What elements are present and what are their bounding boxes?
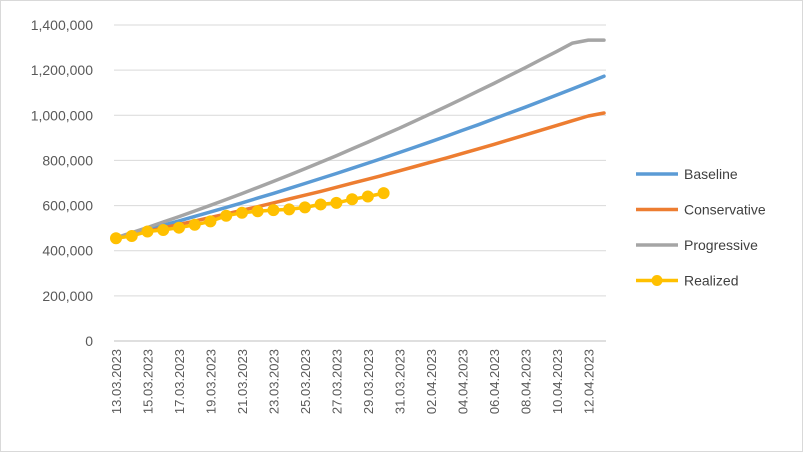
- x-tick-label: 21.03.2023: [235, 349, 250, 414]
- legend-label-progressive: Progressive: [684, 237, 758, 253]
- data-point-realized: [251, 205, 264, 218]
- data-point-realized: [125, 230, 138, 243]
- data-point-realized: [172, 221, 185, 234]
- series-group: [110, 38, 606, 245]
- data-point-realized: [267, 204, 280, 217]
- y-tick-label: 1,000,000: [31, 107, 93, 123]
- data-point-realized: [283, 203, 296, 216]
- x-tick-label: 04.04.2023: [455, 349, 470, 414]
- data-point-realized: [110, 232, 122, 245]
- x-tick-label: 08.04.2023: [518, 349, 533, 414]
- data-point-realized: [361, 190, 374, 203]
- x-tick-label: 23.03.2023: [266, 349, 281, 414]
- data-point-realized: [235, 206, 248, 219]
- x-tick-label: 31.03.2023: [392, 349, 407, 414]
- data-point-realized: [346, 193, 359, 206]
- y-tick-label: 1,200,000: [31, 62, 93, 78]
- y-tick-label: 800,000: [42, 152, 93, 168]
- data-point-realized: [157, 223, 170, 236]
- data-point-realized: [141, 225, 154, 238]
- x-tick-label: 19.03.2023: [203, 349, 218, 414]
- y-tick-label: 200,000: [42, 288, 93, 304]
- x-tick-label: 29.03.2023: [361, 349, 376, 414]
- legend-label-baseline: Baseline: [684, 166, 738, 182]
- y-tick-label: 1,400,000: [31, 17, 93, 33]
- x-tick-label: 02.04.2023: [424, 349, 439, 414]
- x-tick-label: 13.03.2023: [109, 349, 124, 414]
- data-point-realized: [188, 218, 201, 231]
- y-tick-label: 400,000: [42, 243, 93, 259]
- data-point-realized: [330, 196, 343, 209]
- x-tick-label: 10.04.2023: [550, 349, 565, 414]
- legend: Baseline Conservative Progressive Realized: [636, 166, 766, 289]
- data-point-realized: [377, 187, 390, 200]
- gridlines: [114, 24, 606, 297]
- data-point-realized: [314, 198, 327, 211]
- x-tick-label: 17.03.2023: [172, 349, 187, 414]
- data-point-realized: [204, 215, 217, 228]
- x-tick-label: 06.04.2023: [487, 349, 502, 414]
- x-axis-tick-labels: 13.03.2023 15.03.2023 17.03.2023 19.03.2023…: [109, 349, 596, 414]
- y-axis-tick-labels: 0 200,000 400,000 600,000 800,000 1,000,000 1,…: [31, 17, 94, 349]
- data-point-realized: [220, 209, 233, 222]
- x-tick-label: 25.03.2023: [298, 349, 313, 414]
- legend-marker-realized: [651, 275, 663, 286]
- series-line-progressive: [114, 38, 606, 240]
- x-tick-label: 27.03.2023: [329, 349, 344, 414]
- series-line-baseline: [114, 74, 606, 240]
- legend-label-realized: Realized: [684, 273, 738, 289]
- x-tick-label: 15.03.2023: [140, 349, 155, 414]
- y-tick-label: 600,000: [42, 198, 93, 214]
- y-tick-label: 0: [85, 333, 93, 349]
- data-point-realized: [298, 201, 311, 214]
- x-tick-label: 12.04.2023: [581, 349, 596, 414]
- legend-label-conservative: Conservative: [684, 202, 766, 218]
